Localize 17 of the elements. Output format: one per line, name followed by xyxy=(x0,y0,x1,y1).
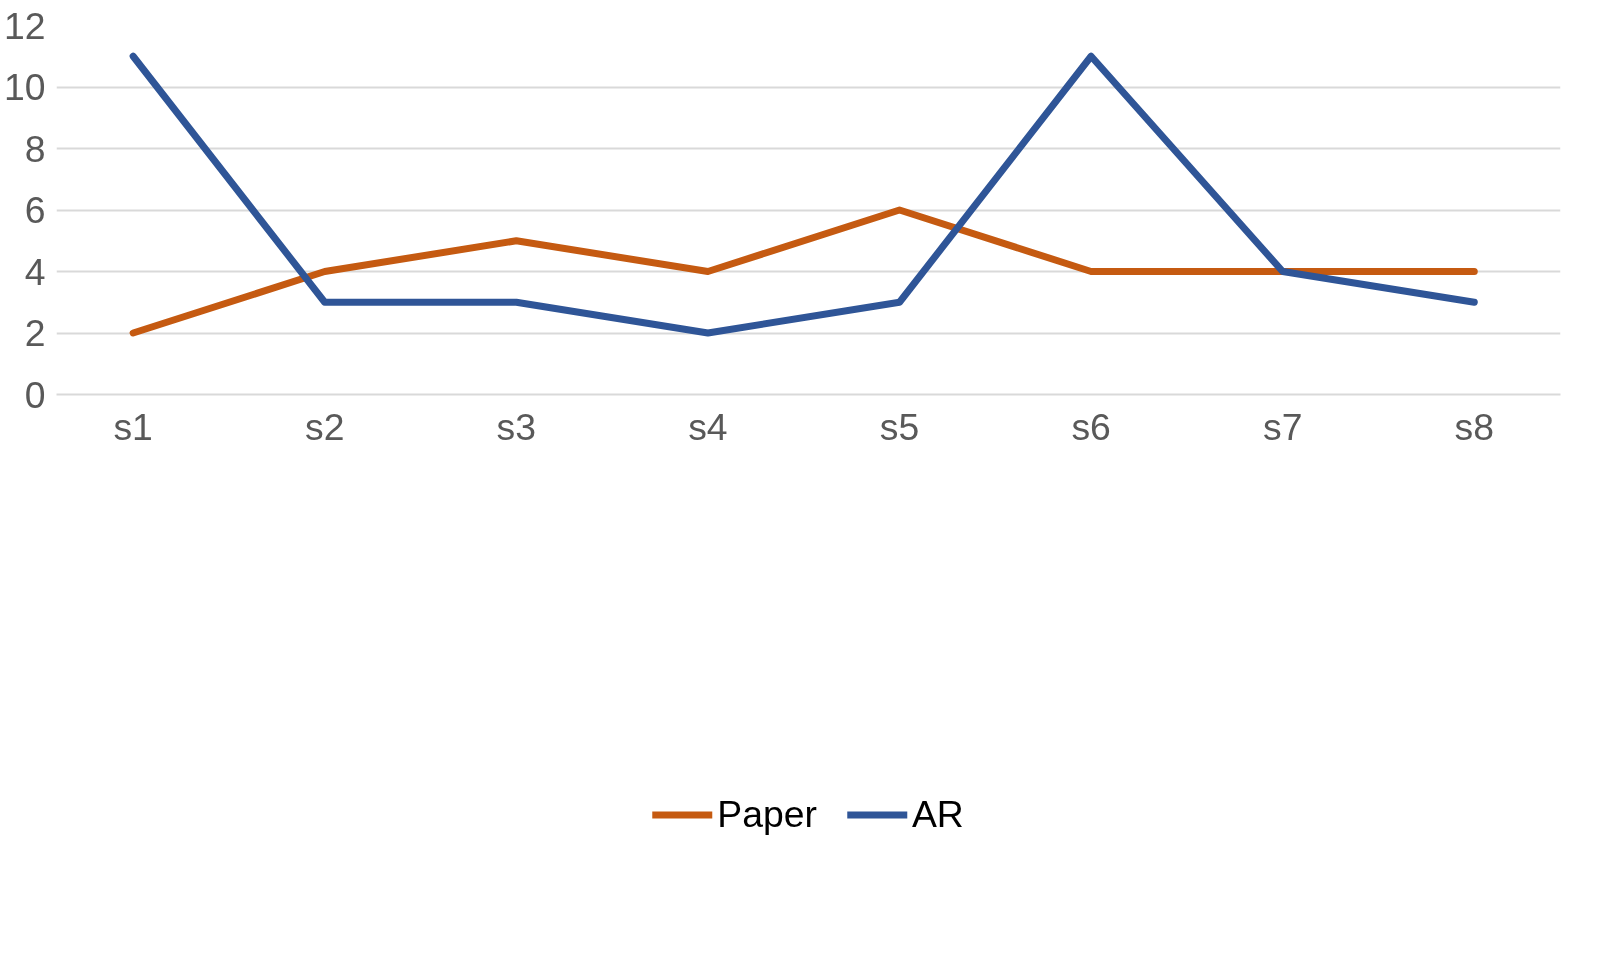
y-tick-label: 6 xyxy=(24,189,46,231)
x-tick-label: s4 xyxy=(688,405,728,448)
legend-label: AR xyxy=(911,792,964,836)
x-tick-label: s8 xyxy=(1454,405,1495,448)
y-tick-label: 10 xyxy=(3,66,46,108)
x-tick-label: s6 xyxy=(1071,405,1111,448)
x-tick-label: s2 xyxy=(305,405,345,448)
legend-label: Paper xyxy=(717,792,817,836)
y-tick-label: 8 xyxy=(24,127,46,170)
y-tick-label: 4 xyxy=(24,250,46,293)
x-tick-label: s1 xyxy=(113,405,153,448)
x-tick-label: s3 xyxy=(496,405,537,448)
x-tick-label: s5 xyxy=(879,405,920,448)
y-tick-label: 0 xyxy=(24,373,46,416)
x-tick-label: s7 xyxy=(1262,405,1303,448)
y-tick-label: 2 xyxy=(24,312,46,354)
y-tick-label: 12 xyxy=(3,4,46,47)
